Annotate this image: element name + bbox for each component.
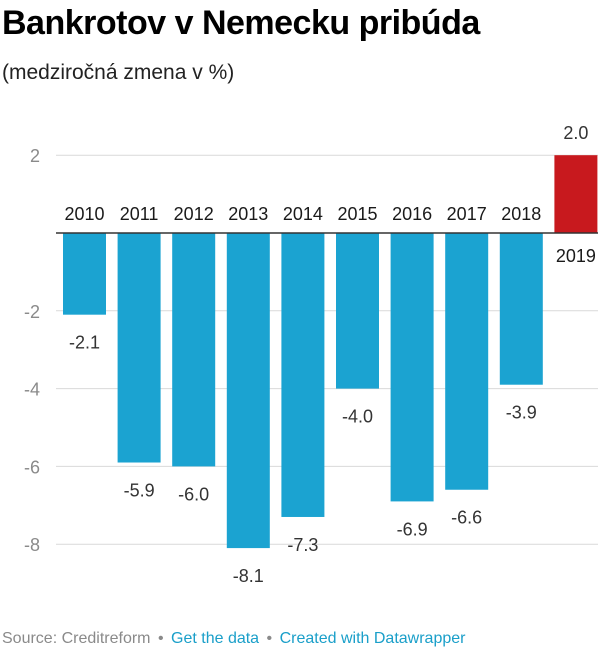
x-category-label: 2012 [174,204,214,224]
x-category-label: 2015 [337,204,377,224]
footer-separator: • [157,630,164,647]
x-category-label: 2019 [556,246,596,266]
get-data-link[interactable]: Get the data [171,630,260,647]
bar [172,233,216,467]
bar [336,233,379,389]
bar [499,233,543,385]
data-value-label: 2.0 [563,123,588,143]
chart-subtitle: (medziročná zmena v %) [2,61,235,84]
x-category-label: 2018 [501,204,541,224]
data-value-label: -6.6 [451,508,482,528]
footer-separator: • [266,630,273,647]
chart-title: Bankrotov v Nemecku pribúda [2,4,480,42]
bar [445,233,489,490]
data-value-label: -3.9 [506,403,537,423]
x-category-label: 2013 [228,204,268,224]
data-value-label: -8.1 [233,566,264,586]
bar [281,233,325,517]
bar [554,155,598,233]
data-value-label: -6.9 [397,519,428,539]
y-tick-label: -8 [24,535,40,555]
data-value-label: -7.3 [287,535,318,555]
source-text: Source: Creditreform [2,630,151,647]
data-value-label: -2.1 [69,333,100,353]
bar-chart: 2 -2 -4 -6 -8 2010 -2.1 2011 -5.9 2012 -6.0 2013 -8.… [24,123,598,586]
bar [63,233,106,315]
x-category-label: 2017 [447,204,487,224]
datawrapper-link[interactable]: Created with Datawrapper [279,630,466,647]
y-tick-label: 2 [30,146,40,166]
x-category-label: 2011 [120,204,159,224]
chart-footer: Source: Creditreform • Get the data • Cr… [2,630,465,648]
bar [226,233,270,549]
bar [117,233,161,463]
data-value-label: -4.0 [342,407,373,427]
bar [390,233,434,502]
x-category-label: 2016 [392,204,432,224]
data-value-label: -5.9 [124,481,155,501]
y-tick-label: -4 [24,380,40,400]
x-category-label: 2010 [64,204,104,224]
y-tick-label: -6 [24,457,40,477]
y-tick-label: -2 [24,302,40,322]
x-category-label: 2014 [283,204,323,224]
data-value-label: -6.0 [178,484,209,504]
